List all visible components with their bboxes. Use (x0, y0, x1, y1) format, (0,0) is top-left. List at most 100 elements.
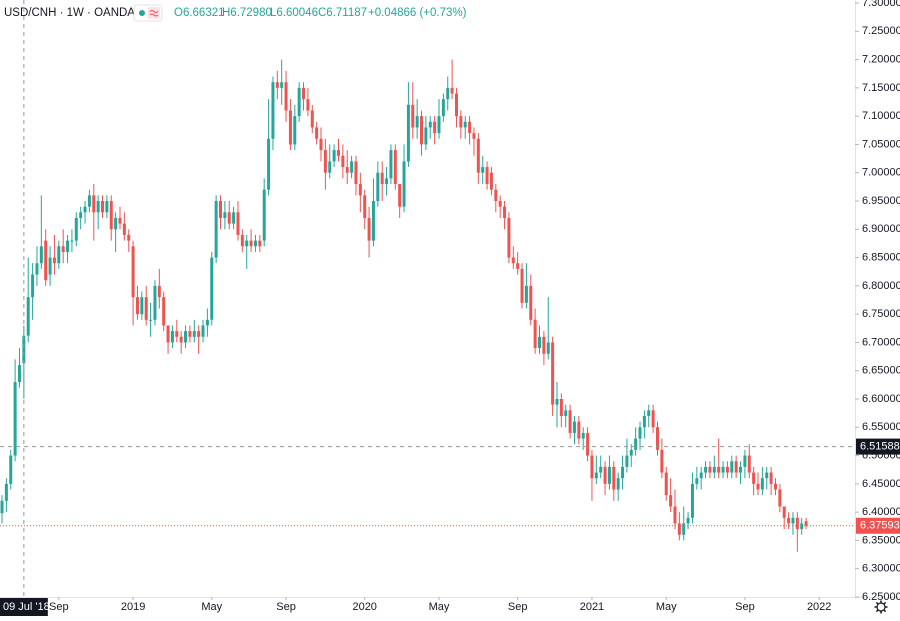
x-tick-label: Sep (276, 601, 296, 613)
candle-body (118, 217, 122, 224)
candle-body (44, 240, 48, 281)
header: USD/CNH · 1W · OANDA O6.66321 H6.72980 L… (4, 4, 467, 22)
candle-body (520, 268, 524, 303)
candle-body (717, 466, 721, 473)
candle-body (350, 161, 354, 173)
settings-icon[interactable] (874, 600, 888, 614)
symbol[interactable]: USD/CNH · 1W · OANDA (4, 7, 135, 19)
candle-body (345, 167, 349, 173)
candle-body (603, 466, 607, 484)
candle-body (184, 331, 188, 343)
candle-body (157, 285, 161, 298)
open: O6.66321 (174, 7, 225, 19)
candle-body (140, 297, 144, 315)
candle-body (166, 325, 170, 343)
status-icon (148, 7, 160, 19)
candle-body (0, 500, 4, 514)
candle-body (101, 201, 105, 213)
candle-body (52, 257, 56, 264)
candle-body (682, 523, 686, 535)
settings-gear[interactable] (876, 602, 886, 612)
candle-body (201, 325, 205, 337)
y-tick-label: 6.55000 (862, 421, 900, 433)
candle-body (743, 455, 747, 467)
candle-body (572, 421, 576, 433)
candle-body (586, 432, 590, 456)
candle-body (686, 517, 690, 524)
candle-body (428, 121, 432, 128)
candle-body (236, 212, 240, 235)
candle-body (782, 506, 786, 518)
candle-body (629, 449, 633, 456)
candle-body (389, 150, 393, 179)
status-dot (139, 10, 145, 16)
candle-body (74, 217, 78, 241)
last-price-label: 6.37593 (860, 520, 900, 532)
candle-body (87, 195, 91, 207)
candle-body (197, 331, 201, 337)
y-tick-label: 7.30000 (862, 0, 900, 9)
candle-body (660, 449, 664, 473)
candle-body (354, 161, 358, 185)
y-tick-label: 6.40000 (862, 506, 900, 518)
candle-body (699, 472, 703, 479)
candle-body (730, 461, 734, 473)
plot-area (0, 59, 808, 552)
candle-body (332, 150, 336, 162)
candle-body (328, 161, 332, 173)
candle-body (529, 285, 533, 320)
candle-body (144, 297, 148, 320)
candle-body (677, 523, 681, 535)
candle-body (406, 104, 410, 162)
candle-body (319, 138, 323, 151)
candle-body (376, 172, 380, 201)
candle-body (70, 240, 74, 242)
y-tick-label: 7.20000 (862, 53, 900, 65)
crosshair-price-box (856, 438, 900, 455)
y-tick-label: 6.95000 (862, 195, 900, 207)
crosshair-date-label: 09 Jul '18 (3, 601, 50, 613)
x-tick-label: Sep (508, 601, 528, 613)
candle-body (223, 212, 227, 218)
candle-body (153, 285, 157, 320)
candle-body (690, 483, 694, 518)
candle-body (385, 178, 389, 185)
candle-body (275, 82, 279, 88)
x-tick-label: 2022 (807, 601, 831, 613)
candle-body (253, 240, 257, 247)
candle-body (765, 472, 769, 479)
candle-body (433, 121, 437, 134)
candle-body (170, 331, 174, 343)
candle-body (494, 189, 498, 201)
x-tick-label: 2020 (352, 601, 376, 613)
candle-body (546, 342, 550, 354)
candle-body (288, 110, 292, 145)
x-tick-label: Sep (49, 601, 69, 613)
candle-body (555, 399, 559, 405)
candle-body (454, 93, 458, 117)
candle-body (437, 116, 441, 134)
candle-body (599, 466, 603, 473)
candle-body (162, 297, 166, 326)
candle-body (210, 257, 214, 320)
candle-body (756, 483, 760, 490)
y-tick-label: 6.35000 (862, 534, 900, 546)
candle-body (83, 206, 87, 213)
candle-body (524, 285, 528, 303)
candle-body (105, 201, 109, 213)
candle-body (625, 455, 629, 467)
candle-body (712, 466, 716, 473)
y-tick-label: 6.25000 (862, 591, 900, 603)
candle-body (472, 133, 476, 139)
candle-body (739, 466, 743, 473)
candle-body (791, 517, 795, 524)
candle-body (551, 342, 555, 405)
candle-body (795, 517, 799, 530)
y-tick-label: 7.15000 (862, 82, 900, 94)
candle-body (179, 336, 183, 343)
settings-teeth[interactable] (874, 600, 888, 614)
candle-body (476, 138, 480, 173)
crosshair-date-box (0, 598, 48, 616)
candle-body (122, 223, 126, 235)
y-tick-label: 7.05000 (862, 138, 900, 150)
